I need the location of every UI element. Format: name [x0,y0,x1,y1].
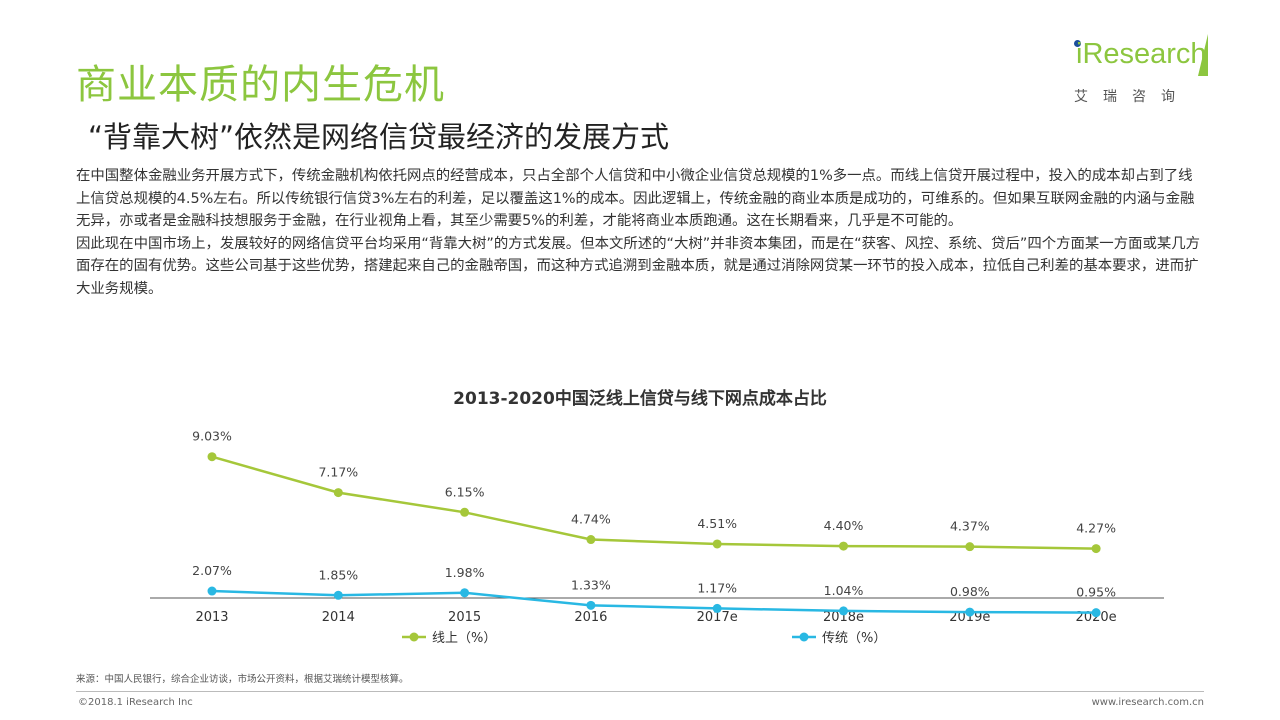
data-point [712,603,722,613]
data-label: 1.17% [697,580,737,595]
series-line-traditional [211,589,1097,614]
data-point [839,541,848,551]
data-label: 1.85% [318,567,358,582]
data-label: 0.98% [950,584,990,599]
data-point [965,607,975,617]
data-point [460,588,470,598]
logo-wordmark: iResearch [1076,38,1207,70]
data-point [333,488,343,498]
data-label: 0.95% [1076,585,1116,600]
data-label: 4.40% [824,518,864,533]
data-point [712,539,722,549]
data-label: 1.33% [571,577,611,592]
x-tick-label: 2013 [195,610,228,625]
data-point [460,507,470,517]
data-label: 6.15% [445,484,485,499]
page-title: 商业本质的内生危机 [76,62,445,108]
data-label: 7.17% [318,465,358,480]
iresearch-logo: iResearch 艾瑞咨询 [1068,34,1218,108]
x-tick-label: 2018e [823,610,864,625]
x-tick-label: 2015 [448,610,481,625]
website-url: www.iresearch.com.cn [1091,697,1204,708]
footer-divider [76,691,1204,692]
legend-swatch-marker [409,632,419,642]
data-label: 1.04% [824,583,864,598]
data-label: 4.74% [571,512,611,527]
series-line-online [211,455,1097,550]
x-tick-label: 2019e [949,610,990,625]
paragraph-1: 在中国整体金融业务开展方式下，传统金融机构依托网点的经营成本，只占全部个人信贷和… [76,168,1195,229]
copyright: ©2018.1 iResearch Inc [78,697,193,708]
body-text: 在中国整体金融业务开展方式下，传统金融机构依托网点的经营成本，只占全部个人信贷和… [76,165,1206,300]
data-label: 4.27% [1076,521,1116,536]
logo-slash-icon [1198,34,1208,76]
data-point [965,542,975,552]
data-point [586,600,596,610]
x-tick-label: 2017e [697,610,738,625]
data-label: 4.37% [950,519,990,534]
x-tick-label: 2016 [574,610,607,625]
paragraph-2: 因此现在中国市场上，发展较好的网络信贷平台均采用“背靠大树”的方式发展。但本文所… [76,235,1201,297]
x-tick-label: 2014 [322,610,355,625]
data-point [586,535,596,545]
chart-title: 2013-2020中国泛线上信贷与线下网点成本占比 [453,389,827,409]
data-label: 1.98% [445,565,485,580]
page-subtitle: “背靠大树”依然是网络信贷最经济的发展方式 [88,120,670,154]
data-point [1091,608,1101,618]
logo-chinese: 艾瑞咨询 [1074,89,1190,105]
data-label: 2.07% [192,563,232,578]
data-point [839,606,848,616]
logo-dot-icon [1074,40,1081,47]
legend-label: 传统（%） [822,631,886,646]
data-point [207,586,217,596]
source-note: 来源：中国人民银行，综合企业访谈，市场公开资料，根据艾瑞统计模型核算。 [76,674,409,685]
legend-swatch-marker [799,632,809,642]
data-point [333,590,343,600]
legend-label: 线上（%） [432,631,496,646]
data-label: 4.51% [697,516,737,531]
data-point [1091,544,1101,554]
data-point [207,452,217,462]
data-label: 9.03% [192,429,232,444]
